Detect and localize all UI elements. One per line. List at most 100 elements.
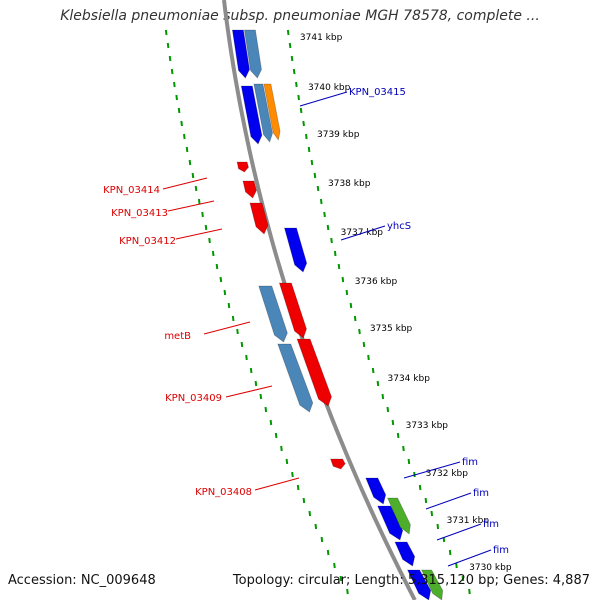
- scale-label: 3730 kbp: [469, 563, 512, 573]
- reverse-gene-arrow[interactable]: [236, 161, 249, 173]
- reverse-gene-arrow[interactable]: [242, 180, 257, 199]
- gene-arrow[interactable]: [258, 285, 288, 343]
- label-leader-line: [447, 549, 492, 567]
- right-tick-track: [371, 367, 375, 374]
- gene-label[interactable]: KPN_03415: [349, 87, 406, 98]
- gene-label[interactable]: fim: [483, 519, 499, 530]
- scale-label: 3735 kbp: [370, 324, 413, 334]
- right-tick-track: [288, 42, 292, 49]
- label-leader-line: [425, 492, 472, 510]
- gene-label[interactable]: KPN_03414: [103, 185, 160, 196]
- left-tick-track: [208, 237, 211, 244]
- left-tick-track: [236, 328, 239, 335]
- right-tick-track: [292, 68, 296, 75]
- left-tick-track: [223, 289, 227, 296]
- left-tick-track: [274, 432, 278, 439]
- right-tick-track: [307, 146, 311, 153]
- genome-summary-text: Topology: circular; Length: 5,315,120 bp…: [232, 573, 590, 588]
- gene-label[interactable]: fim: [462, 457, 478, 468]
- scale-label: 3734 kbp: [388, 374, 431, 384]
- forward-gene-arrow[interactable]: [377, 505, 404, 541]
- left-tick-track: [326, 549, 330, 556]
- gene-arrow[interactable]: [420, 569, 444, 600]
- left-tick-track: [320, 536, 324, 543]
- forward-gene-arrow[interactable]: [231, 29, 250, 79]
- left-tick-track: [269, 419, 273, 426]
- left-tick-track: [333, 562, 336, 569]
- gene-label[interactable]: metB: [164, 331, 191, 342]
- forward-gene-arrow[interactable]: [240, 85, 263, 145]
- label-leader-line: [175, 228, 223, 240]
- left-tick-track: [314, 523, 318, 530]
- reverse-gene-arrow[interactable]: [278, 282, 307, 339]
- right-tick-track: [424, 497, 428, 504]
- reverse-gene-arrow[interactable]: [249, 202, 269, 235]
- right-tick-track: [430, 510, 434, 517]
- scale-label: 3731 kbp: [447, 516, 490, 526]
- right-tick-track: [461, 575, 465, 582]
- right-tick-track: [468, 588, 471, 595]
- map-title: Klebsiella pneumoniae subsp. pneumoniae …: [60, 8, 540, 24]
- label-leader-line: [162, 177, 208, 190]
- forward-gene-arrow[interactable]: [394, 541, 416, 567]
- label-leader-line: [299, 91, 348, 107]
- gene-arrow[interactable]: [253, 83, 273, 143]
- left-tick-track: [177, 107, 181, 114]
- gene-label[interactable]: fim: [493, 545, 509, 556]
- right-tick-track: [310, 159, 314, 166]
- right-tick-track: [313, 172, 317, 179]
- left-tick-track: [285, 458, 289, 465]
- gene-arrow[interactable]: [277, 343, 314, 413]
- left-tick-track: [173, 81, 176, 88]
- left-tick-track: [219, 276, 223, 283]
- right-tick-track: [330, 237, 333, 244]
- right-tick-track: [367, 354, 370, 361]
- right-tick-track: [290, 55, 294, 62]
- right-tick-track: [341, 276, 345, 283]
- gene-label[interactable]: KPN_03408: [195, 487, 252, 498]
- right-tick-track: [376, 380, 380, 387]
- left-tick-track: [191, 172, 195, 179]
- gene-arrow[interactable]: [263, 83, 281, 141]
- right-tick-track: [326, 224, 330, 231]
- left-tick-track: [197, 198, 201, 205]
- left-tick-track: [164, 29, 168, 36]
- gene-label[interactable]: KPN_03412: [119, 236, 176, 247]
- gene-label[interactable]: yhcS: [387, 221, 411, 232]
- left-tick-track: [188, 159, 192, 166]
- label-leader-line: [225, 385, 273, 398]
- right-tick-track: [319, 198, 323, 205]
- right-tick-track: [455, 562, 458, 569]
- left-tick-track: [346, 588, 349, 595]
- left-tick-track: [231, 315, 235, 322]
- left-tick-track: [170, 68, 174, 75]
- forward-gene-arrow[interactable]: [283, 227, 308, 273]
- right-tick-track: [302, 120, 305, 127]
- gene-arrow[interactable]: [243, 29, 262, 79]
- right-tick-track: [353, 315, 357, 322]
- left-tick-track: [211, 250, 215, 257]
- right-tick-track: [448, 549, 452, 556]
- forward-gene-arrow[interactable]: [406, 569, 432, 600]
- left-tick-track: [249, 367, 253, 374]
- forward-gene-arrow[interactable]: [365, 477, 387, 505]
- left-tick-track: [215, 263, 219, 270]
- left-tick-track: [185, 146, 189, 153]
- left-tick-track: [194, 185, 198, 192]
- right-tick-track: [381, 393, 385, 400]
- right-tick-track: [358, 328, 361, 335]
- gene-label[interactable]: KPN_03413: [111, 208, 168, 219]
- gene-label[interactable]: KPN_03409: [165, 393, 222, 404]
- accession-text: Accession: NC_009648: [8, 573, 156, 588]
- left-tick-track: [280, 445, 283, 452]
- gene-label[interactable]: fim: [473, 488, 489, 499]
- label-leader-line: [254, 477, 300, 491]
- right-tick-track: [362, 341, 366, 348]
- left-tick-track: [264, 406, 268, 413]
- reverse-gene-arrow[interactable]: [296, 338, 332, 407]
- right-tick-track: [323, 211, 326, 218]
- gene-arrow[interactable]: [386, 497, 411, 535]
- reverse-gene-arrow[interactable]: [330, 458, 346, 470]
- left-tick-track: [302, 497, 306, 504]
